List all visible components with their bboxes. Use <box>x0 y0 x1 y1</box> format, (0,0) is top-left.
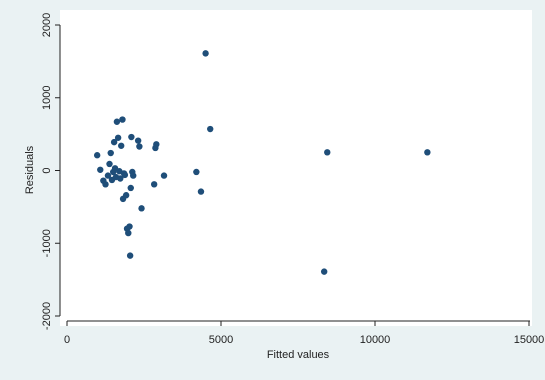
data-point <box>136 143 143 150</box>
y-tick-label: 1000 <box>41 86 53 110</box>
data-point <box>138 205 145 212</box>
data-point <box>126 223 133 230</box>
data-point <box>134 137 142 144</box>
y-tick-label: 2000 <box>41 13 53 37</box>
data-point <box>193 168 200 176</box>
data-point <box>113 118 121 125</box>
data-point <box>121 171 129 179</box>
data-point <box>126 252 134 259</box>
data-point <box>125 229 132 237</box>
data-point <box>107 149 114 157</box>
plot-area <box>60 10 532 326</box>
x-axis-label: Fitted values <box>267 349 330 361</box>
x-tick-label: 15000 <box>514 334 545 346</box>
data-point <box>207 125 214 133</box>
data-point <box>110 138 118 146</box>
data-point <box>119 116 126 123</box>
data-point <box>102 181 109 188</box>
data-point <box>106 160 113 168</box>
data-point <box>160 172 168 179</box>
data-point <box>104 172 112 179</box>
x-tick-label: 0 <box>64 334 70 346</box>
y-tick-label: -1000 <box>41 229 53 257</box>
y-axis-ticks: -2000 -1000 0 1000 2000 <box>41 13 60 330</box>
y-axis-label: Residuals <box>24 145 36 194</box>
data-point <box>97 166 104 173</box>
data-point <box>153 141 160 148</box>
data-point <box>118 142 125 149</box>
x-tick-label: 5000 <box>209 334 233 346</box>
data-point <box>202 50 209 57</box>
x-tick-label: 10000 <box>360 334 391 346</box>
data-point <box>130 172 137 179</box>
data-point <box>128 133 135 141</box>
data-point <box>324 149 331 156</box>
data-point <box>424 149 431 156</box>
data-point <box>127 184 134 192</box>
data-point <box>320 268 328 275</box>
data-points <box>93 50 431 275</box>
data-point <box>150 181 158 188</box>
data-point <box>93 152 101 159</box>
y-tick-label: 0 <box>41 167 53 173</box>
data-point <box>114 134 122 141</box>
data-point <box>117 175 124 182</box>
x-axis-ticks: 0 5000 10000 15000 <box>64 321 544 346</box>
data-point <box>122 192 130 199</box>
y-tick-label: -2000 <box>41 302 53 330</box>
data-point <box>197 188 205 195</box>
